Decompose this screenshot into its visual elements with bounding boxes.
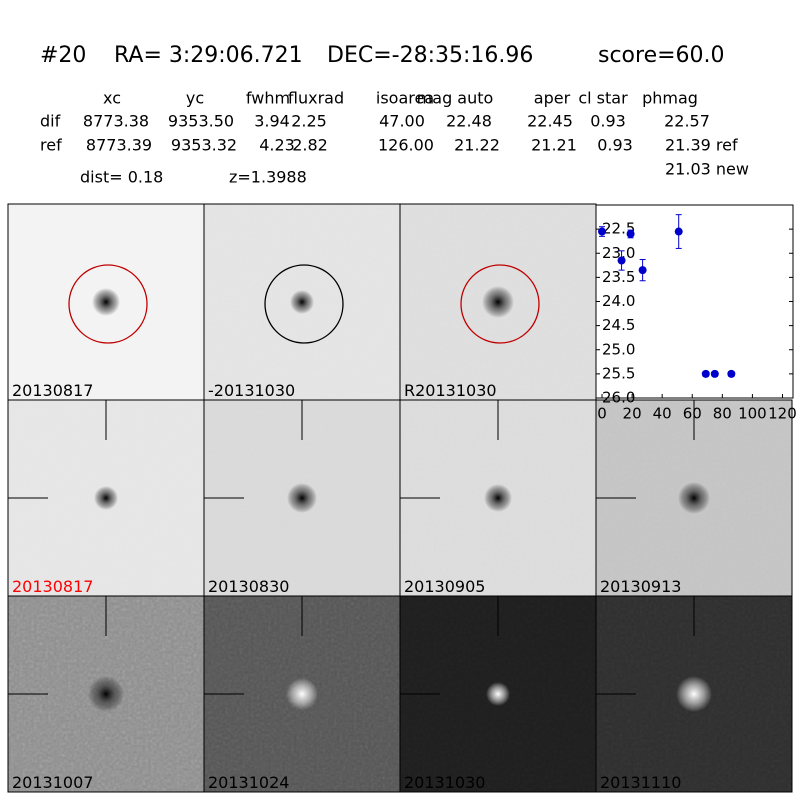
- score: score=60.0: [598, 43, 725, 68]
- column-header: yc: [186, 89, 204, 108]
- table-cell: 2.82: [292, 136, 328, 155]
- panel-label: R20131030: [404, 381, 497, 400]
- panel-label: 20131007: [12, 773, 93, 792]
- dec: DEC=-28:35:16.96: [327, 43, 533, 68]
- panel-label: 20131024: [208, 773, 289, 792]
- panel-label: 20130817: [12, 381, 93, 400]
- table-cell: 21.21: [531, 136, 577, 155]
- x-tick-label: 80: [713, 405, 732, 423]
- point: [710, 369, 719, 378]
- y-tick-label: 23.5: [602, 268, 635, 286]
- source: [484, 484, 512, 512]
- column-header: isoarea: [376, 89, 434, 108]
- source: [482, 286, 514, 318]
- y-tick-label: 24.5: [602, 316, 635, 334]
- table-cell: 9353.32: [171, 136, 237, 155]
- aperture-circle: [460, 264, 540, 344]
- point: [617, 256, 626, 265]
- column-header: xc: [103, 89, 121, 108]
- y-tick-label: 25.5: [602, 364, 635, 382]
- x-tick-label: 120: [768, 405, 797, 423]
- x-tick-label: 0: [597, 405, 607, 423]
- x-tick-label: 40: [653, 405, 672, 423]
- table-cell: 0.93: [590, 112, 626, 131]
- x-tick-label: 20: [623, 405, 642, 423]
- redshift: z=1.3988: [229, 168, 307, 187]
- candidate-id: #20: [40, 43, 86, 68]
- point: [638, 266, 647, 275]
- panel-label: 20130817: [12, 577, 93, 596]
- panel-label: 20131030: [404, 773, 485, 792]
- column-header: phmag: [642, 89, 698, 108]
- ra: RA= 3:29:06.721: [114, 43, 303, 68]
- y-tick-label: 25.0: [602, 340, 635, 358]
- row-label: dif: [40, 112, 61, 131]
- point: [598, 227, 607, 236]
- aperture-circle: [68, 264, 148, 344]
- column-header: cl star: [578, 89, 628, 108]
- table-cell: 22.48: [446, 112, 492, 131]
- source: [290, 290, 314, 314]
- aperture-circle: [264, 264, 344, 344]
- y-tick-label: 26.0: [602, 389, 635, 407]
- x-tick-label: 100: [738, 405, 767, 423]
- source: [676, 676, 712, 712]
- point: [701, 369, 710, 378]
- panel-label: 20130905: [404, 577, 485, 596]
- table-cell: 22.57: [664, 112, 710, 131]
- column-header: aper: [534, 89, 571, 108]
- table-cell: 2.25: [291, 112, 327, 131]
- table-cell: 3.94: [254, 112, 290, 131]
- dist: dist= 0.18: [80, 168, 163, 187]
- table-cell: 0.93: [597, 136, 633, 155]
- source: [88, 676, 124, 712]
- x-tick-label: 60: [683, 405, 702, 423]
- table-cell: 22.45: [527, 112, 573, 131]
- table-cell: 8773.38: [83, 112, 149, 131]
- column-header: fwhm: [246, 89, 290, 108]
- table-cell: 21.22: [454, 136, 500, 155]
- column-header: mag auto: [417, 89, 494, 108]
- panel-label: 20130830: [208, 577, 289, 596]
- source: [287, 483, 317, 513]
- source: [678, 482, 710, 514]
- table-cell: 8773.39: [86, 136, 152, 155]
- source: [92, 288, 120, 316]
- point: [674, 227, 683, 236]
- table-cell: 9353.50: [168, 112, 234, 131]
- row-label: ref: [40, 136, 62, 155]
- phmag-new: 21.03 new: [665, 160, 749, 179]
- table-cell: 126.00: [378, 136, 434, 155]
- panel-label: -20131030: [208, 381, 295, 400]
- panel-label: 20131110: [600, 773, 681, 792]
- source: [486, 682, 510, 706]
- y-tick-label: 24.0: [602, 292, 635, 310]
- point: [626, 229, 635, 238]
- point: [727, 369, 736, 378]
- column-header: fluxrad: [288, 89, 344, 108]
- y-tick-label: 23.0: [602, 244, 635, 262]
- source: [286, 678, 318, 710]
- panel-label: 20130913: [600, 577, 681, 596]
- table-cell: 47.00: [379, 112, 425, 131]
- table-cell: 4.23: [259, 136, 295, 155]
- source: [94, 486, 118, 510]
- table-cell: 21.39 ref: [665, 136, 738, 155]
